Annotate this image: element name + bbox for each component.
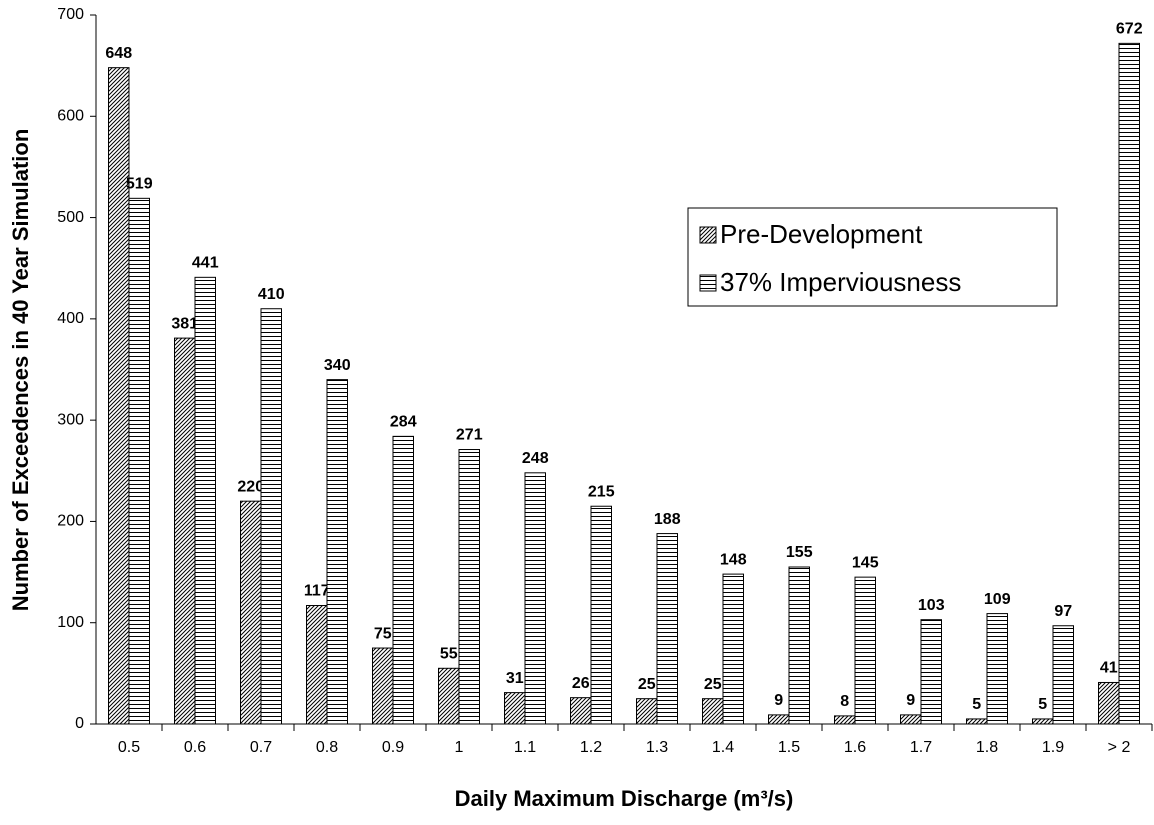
x-tick-label: 1.9 (1042, 739, 1064, 756)
bar (590, 505, 612, 725)
y-tick-label: 700 (57, 6, 84, 23)
value-label: 26 (572, 675, 590, 692)
bar (768, 714, 790, 725)
bar (108, 67, 130, 725)
value-label: 519 (126, 176, 153, 193)
bar (570, 697, 592, 725)
y-tick-label: 600 (57, 108, 84, 125)
value-label: 8 (840, 693, 849, 710)
y-tick-label: 100 (57, 614, 84, 631)
bar (986, 613, 1008, 725)
x-axis-title: Daily Maximum Discharge (m³/s) (455, 786, 794, 811)
value-label: 148 (720, 551, 747, 568)
bar (392, 435, 414, 725)
legend-box (687, 207, 1058, 307)
y-tick-label: 0 (75, 715, 84, 732)
value-label: 25 (704, 676, 722, 693)
legend-label: Pre-Development (720, 219, 923, 249)
bar (854, 576, 876, 725)
bar (174, 337, 196, 725)
x-tick-label: 0.7 (250, 739, 272, 756)
bar (656, 533, 678, 725)
value-label: 271 (456, 427, 483, 444)
bar (326, 379, 348, 725)
legend-label: 37% Imperviousness (720, 267, 961, 297)
y-axis-title: Number of Exceedences in 40 Year Simulat… (8, 129, 33, 612)
x-tick-label: 1.8 (976, 739, 998, 756)
bar (1052, 625, 1074, 725)
value-label: 648 (105, 45, 132, 62)
x-tick-label: 0.9 (382, 739, 404, 756)
bar (504, 692, 526, 725)
bar (306, 604, 328, 725)
x-tick-label: 1.7 (910, 739, 932, 756)
bar (240, 500, 262, 725)
bar (128, 197, 150, 725)
value-label: 41 (1100, 660, 1118, 677)
value-label: 410 (258, 286, 285, 303)
bar (636, 698, 658, 725)
x-tick-label: 1.3 (646, 739, 668, 756)
x-tick-label: 0.5 (118, 739, 140, 756)
y-tick-label: 200 (57, 513, 84, 530)
bar (702, 698, 724, 725)
value-label: 117 (304, 583, 330, 600)
bar (438, 667, 460, 725)
bar (194, 276, 216, 725)
value-label: 672 (1116, 21, 1143, 38)
value-label: 248 (522, 450, 549, 467)
value-label: 103 (918, 597, 945, 614)
bar (966, 718, 988, 725)
x-tick-label: 1.4 (712, 739, 734, 756)
x-tick-label: 0.8 (316, 739, 338, 756)
value-label: 155 (786, 544, 813, 561)
value-label: 25 (638, 676, 656, 693)
value-label: 9 (774, 692, 783, 709)
value-label: 75 (374, 625, 392, 642)
bar (1118, 42, 1140, 725)
y-tick-label: 300 (57, 411, 84, 428)
value-label: 5 (1038, 696, 1047, 713)
value-label: 220 (237, 478, 264, 495)
bar (834, 715, 856, 725)
value-label: 145 (852, 554, 879, 571)
value-label: 5 (972, 696, 981, 713)
legend-swatch (699, 274, 717, 292)
bar (1032, 718, 1054, 725)
bar (900, 714, 922, 725)
bar (524, 472, 546, 725)
x-tick-label: 1.1 (514, 739, 536, 756)
legend-swatch (699, 226, 717, 244)
bar (788, 566, 810, 725)
x-tick-label: > 2 (1108, 739, 1131, 756)
value-label: 340 (324, 357, 351, 374)
value-label: 9 (906, 692, 915, 709)
bar (1098, 681, 1120, 725)
value-label: 109 (984, 591, 1011, 608)
x-tick-label: 1.2 (580, 739, 602, 756)
y-tick-label: 500 (57, 209, 84, 226)
x-tick-label: 1.5 (778, 739, 800, 756)
value-label: 284 (390, 414, 417, 431)
value-label: 97 (1054, 603, 1072, 620)
value-label: 55 (440, 646, 458, 663)
value-label: 188 (654, 511, 681, 528)
bar (372, 647, 394, 725)
value-label: 381 (171, 315, 198, 332)
value-label: 215 (588, 483, 615, 500)
x-tick-label: 0.6 (184, 739, 206, 756)
value-label: 441 (192, 255, 219, 272)
bar (920, 619, 942, 725)
bar (722, 573, 744, 725)
value-label: 31 (506, 670, 524, 687)
bar (458, 449, 480, 725)
bar (260, 308, 282, 725)
x-tick-label: 1 (455, 739, 464, 756)
x-tick-label: 1.6 (844, 739, 866, 756)
y-tick-label: 400 (57, 310, 84, 327)
